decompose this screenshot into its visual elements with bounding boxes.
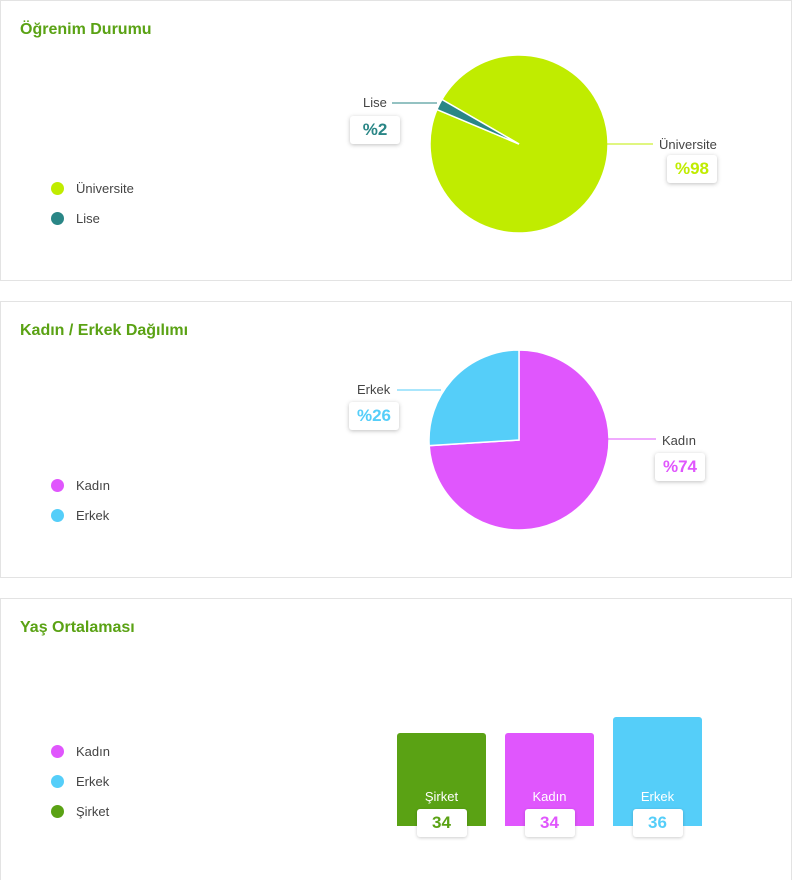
bar-value-label: 36 [632, 809, 683, 837]
pie-slice-lise[interactable] [435, 98, 520, 145]
legend-item-sirket[interactable]: Şirket [51, 796, 110, 826]
bar-value-label: 34 [524, 809, 575, 837]
legend-item-erkek[interactable]: Erkek [51, 766, 110, 796]
legend-label: Lise [76, 210, 100, 226]
gender-pie-chart [397, 349, 656, 531]
education-panel: Öğrenim Durumu Üniversite Lise Lise %2 Ü… [0, 0, 792, 281]
bar-category-label: Erkek [640, 789, 675, 804]
legend-dot-icon [51, 478, 64, 492]
legend-dot-icon [51, 744, 64, 758]
slice-value-universite: %98 [667, 155, 717, 183]
bar-2[interactable]: Erkek [613, 717, 702, 826]
legend-label: Kadın [76, 477, 110, 493]
legend: Kadın Erkek Şirket [51, 736, 110, 826]
legend-dot-icon [51, 804, 64, 818]
slice-label-erkek: Erkek [357, 382, 391, 397]
slice-value-erkek: %26 [349, 402, 399, 430]
legend-label: Üniversite [76, 180, 134, 196]
panel-title: Yaş Ortalaması [20, 619, 135, 636]
bar-value-label: 34 [416, 809, 467, 837]
age-panel: Yaş Ortalaması Kadın Erkek Şirket Şirket… [0, 598, 792, 880]
legend-item-kadin[interactable]: Kadın [51, 470, 110, 500]
legend-label: Şirket [76, 803, 110, 819]
slice-value-kadin: %74 [655, 453, 705, 481]
bar-category-label: Şirket [424, 789, 459, 804]
legend-dot-icon [51, 211, 64, 225]
panel-title: Öğrenim Durumu [20, 21, 152, 38]
legend-dot-icon [51, 774, 64, 788]
bar-0[interactable]: Şirket [397, 733, 486, 826]
slice-label-kadin: Kadın [662, 433, 696, 448]
education-pie-chart [392, 54, 653, 234]
legend: Kadın Erkek [51, 470, 110, 530]
slice-label-lise: Lise [363, 95, 387, 110]
legend-dot-icon [51, 181, 64, 195]
legend-label: Erkek [76, 507, 110, 523]
legend-item-erkek[interactable]: Erkek [51, 500, 110, 530]
legend-label: Kadın [76, 743, 110, 759]
legend-item-kadin[interactable]: Kadın [51, 736, 110, 766]
legend-item-universite[interactable]: Üniversite [51, 173, 134, 203]
bar-category-label: Kadın [532, 789, 567, 804]
slice-value-lise: %2 [350, 116, 400, 144]
pie-slice-erkek[interactable] [428, 349, 520, 447]
panel-title: Kadın / Erkek Dağılımı [20, 322, 189, 339]
slice-label-universite: Üniversite [659, 137, 717, 152]
gender-panel: Kadın / Erkek Dağılımı Kadın Erkek Erkek… [0, 301, 792, 578]
legend-item-lise[interactable]: Lise [51, 203, 134, 233]
legend-label: Erkek [76, 773, 110, 789]
legend-dot-icon [51, 508, 64, 522]
legend: Üniversite Lise [51, 173, 134, 233]
